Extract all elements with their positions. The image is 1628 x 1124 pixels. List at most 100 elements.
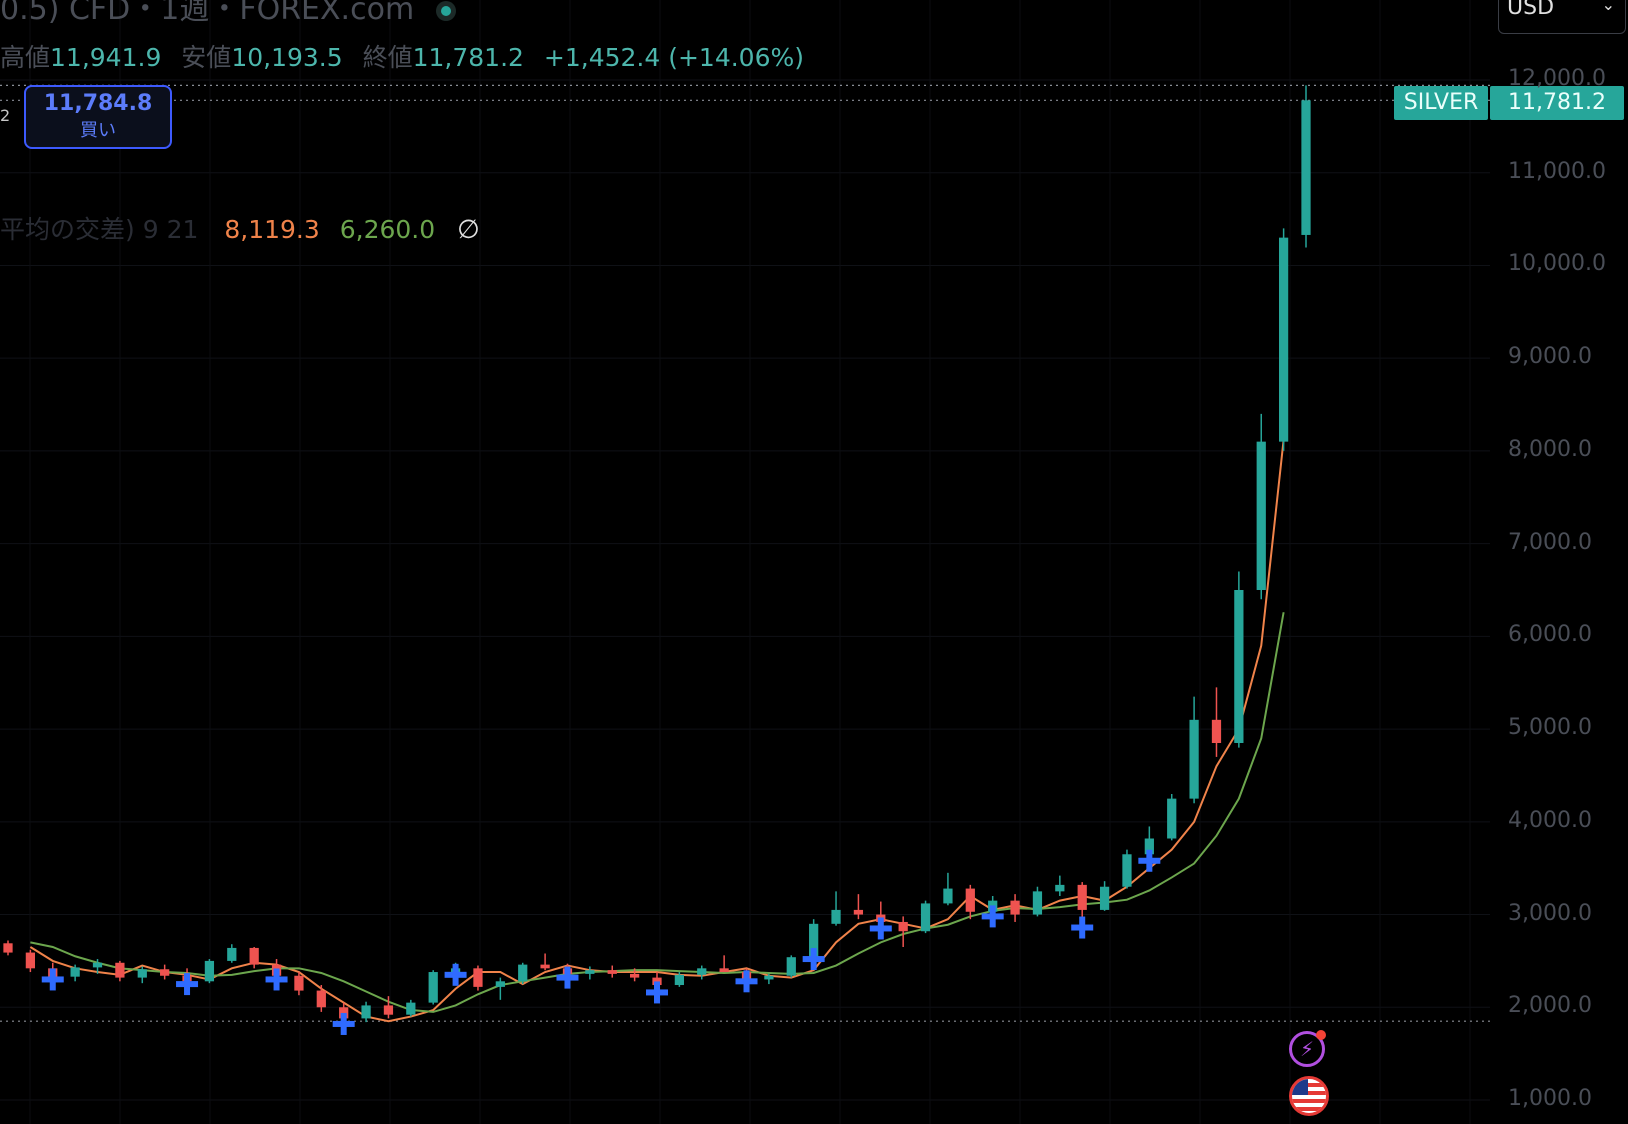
candle	[383, 996, 394, 1019]
candle	[607, 965, 617, 978]
candle	[1099, 881, 1110, 911]
y-tick-label: 1,000.0	[1508, 1086, 1592, 1111]
buy-price: 11,784.8	[43, 91, 153, 116]
chevron-down-icon: ⌄	[1601, 0, 1615, 14]
candle-body	[1099, 886, 1110, 910]
y-tick-label: 10,000.0	[1508, 251, 1606, 277]
candle	[697, 965, 707, 980]
candle	[1234, 571, 1244, 748]
candlestick-series	[3, 85, 1311, 1024]
candle-body	[137, 969, 147, 978]
high-value: 11,941.9	[50, 43, 162, 72]
candle	[3, 940, 13, 956]
high-label: 高値	[0, 43, 51, 72]
cross-marker	[444, 963, 467, 986]
ma-line-21	[30, 612, 1285, 1013]
candle-body	[1077, 884, 1087, 910]
eye-off-icon[interactable]: ∅	[457, 215, 480, 245]
us-flag-event-icon[interactable]	[1289, 1076, 1329, 1116]
candle	[920, 900, 931, 934]
cross-marker	[41, 968, 64, 991]
cross-bar-v	[564, 966, 571, 989]
candle	[25, 949, 35, 973]
candle	[1211, 687, 1222, 757]
candle-body	[1279, 237, 1289, 442]
candle-body	[1189, 719, 1199, 799]
y-tick-label: 7,000.0	[1508, 529, 1592, 555]
notification-dot	[1316, 1030, 1326, 1040]
cross-bar-v	[340, 1012, 347, 1035]
ma-line-9	[29, 439, 1285, 1023]
candle-body	[943, 888, 953, 904]
candle-body	[294, 975, 304, 991]
cross-marker	[1138, 849, 1161, 872]
symbol-title-text: 0.5) CFD・1週・FOREX.com	[0, 0, 415, 27]
candle	[1032, 886, 1043, 917]
candle	[249, 947, 259, 969]
cross-marker	[735, 970, 758, 993]
candle-body	[1010, 900, 1020, 915]
candle-body	[406, 1002, 416, 1015]
low-value: 10,193.5	[231, 43, 343, 72]
cross-bar-v	[989, 905, 996, 928]
y-tick-label: 11,000.0	[1508, 158, 1606, 184]
candle	[853, 894, 864, 920]
y-tick-label: 8,000.0	[1508, 436, 1592, 462]
candle-body	[92, 962, 103, 968]
candle	[204, 959, 215, 984]
candle	[70, 964, 80, 982]
sell-side-fragment: 2	[0, 106, 11, 125]
cross-marker	[869, 917, 892, 940]
cross-marker	[981, 905, 1004, 928]
candle-body	[249, 947, 259, 965]
candle-body	[630, 973, 640, 978]
cross-marker	[556, 966, 579, 989]
candle-body	[316, 990, 326, 1008]
y-tick-label: 9,000.0	[1508, 344, 1592, 370]
candle-body	[809, 923, 819, 958]
buy-button[interactable]: 11,784.8 買い	[24, 85, 172, 149]
lightning-event-icon[interactable]: ⚡	[1289, 1030, 1326, 1067]
candle-body	[1234, 590, 1244, 743]
change-value: +1,452.4 (+14.06%)	[543, 43, 804, 72]
candle	[316, 985, 326, 1012]
candle	[1301, 85, 1311, 248]
cross-bar-v	[49, 968, 56, 991]
candle-body	[1167, 798, 1177, 839]
ma-fast-value: 8,119.3	[224, 215, 320, 244]
candle-body	[764, 975, 774, 980]
candle	[943, 872, 953, 906]
cross-bar-v	[1079, 916, 1086, 939]
candle-body	[70, 967, 80, 977]
cross-bar-v	[452, 963, 459, 986]
candle-body	[383, 1005, 394, 1015]
candle	[294, 972, 304, 996]
candle-body	[361, 1005, 371, 1019]
candle-body	[473, 968, 483, 987]
candle-body	[495, 981, 505, 987]
cross-marker	[646, 981, 668, 1004]
candle	[92, 959, 103, 974]
candle	[965, 884, 975, 920]
market-open-status-icon	[435, 0, 456, 21]
candle-body	[920, 903, 931, 932]
candle-body	[25, 952, 35, 969]
candle-body	[540, 964, 550, 969]
moving-averages	[29, 439, 1285, 1023]
cross-marker	[802, 948, 825, 971]
symbol-price-tag: SILVER	[1394, 86, 1488, 120]
candle	[495, 977, 505, 1000]
candle	[764, 973, 774, 985]
candle	[473, 965, 483, 991]
candle	[898, 916, 908, 947]
ma-cross-legend[interactable]: 平均の交差) 9 21 8,119.3 6,260.0 ∅	[0, 210, 480, 246]
symbol-title[interactable]: 0.5) CFD・1週・FOREX.com	[0, 0, 456, 28]
candle-body	[719, 968, 729, 973]
candle-body	[518, 964, 528, 982]
candle-body	[1256, 441, 1266, 590]
candle	[227, 944, 237, 963]
candle-body	[227, 947, 237, 961]
y-tick-label: 3,000.0	[1508, 900, 1592, 926]
currency-selector[interactable]: USD ⌄	[1498, 0, 1626, 34]
